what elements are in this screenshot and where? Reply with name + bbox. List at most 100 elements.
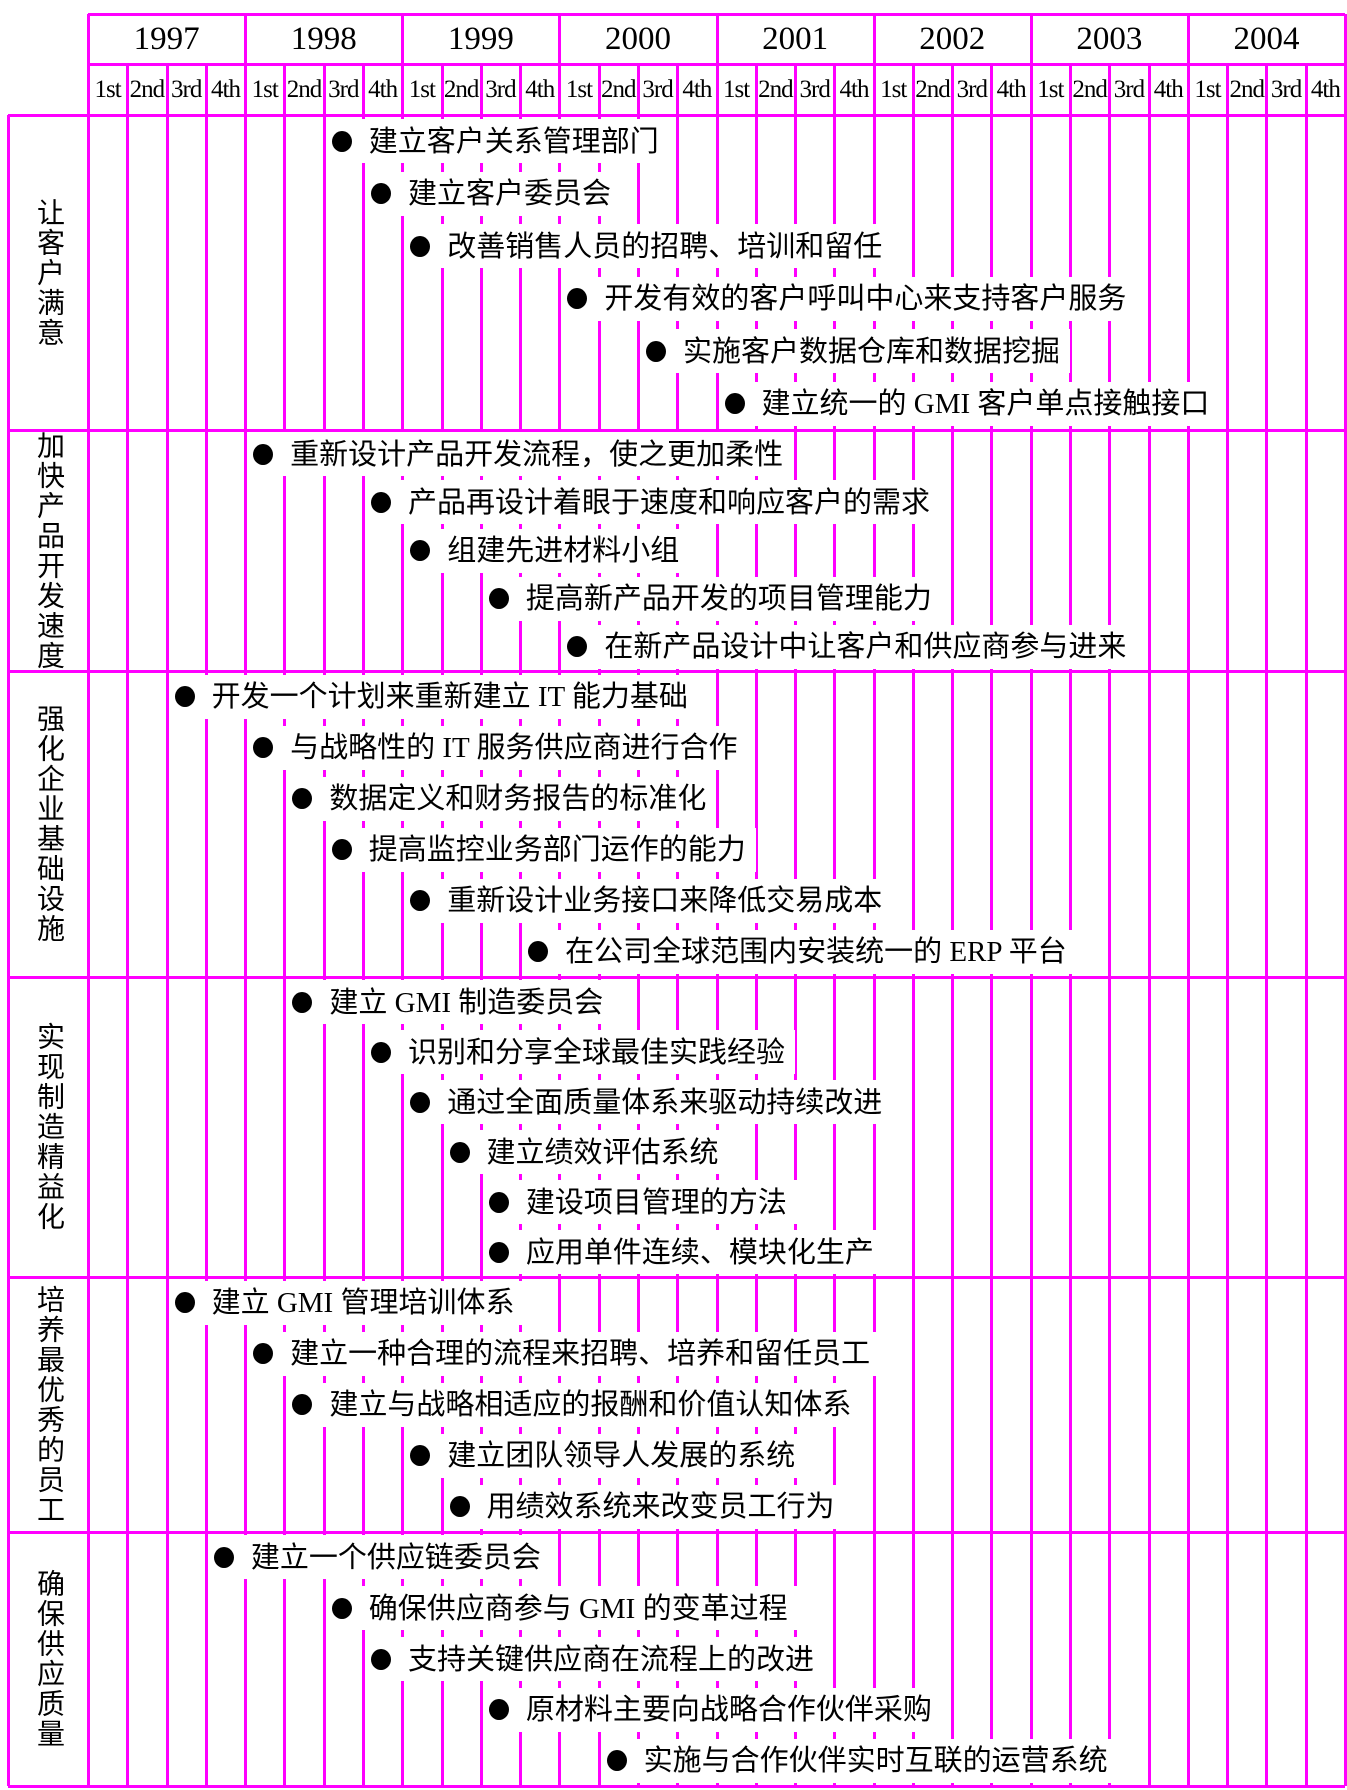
year-column-line (87, 14, 90, 64)
quarter-header-cell: 3rd (1113, 75, 1145, 103)
year-header-cell: 2003 (1076, 20, 1143, 57)
grid-line-vertical (1304, 115, 1308, 1786)
quarter-column-line (794, 64, 798, 115)
grid-line-vertical (401, 115, 405, 1786)
task-bullet-icon (292, 991, 313, 1013)
year-quarter-border (88, 63, 1345, 66)
task-bullet-icon (410, 890, 431, 911)
quarter-column-line (126, 64, 130, 115)
section-border (8, 429, 1345, 432)
category-label: 培养最优秀的员工 (33, 1284, 64, 1525)
task-bullet-icon (370, 1041, 391, 1063)
grid-line-vertical (322, 115, 326, 1786)
quarter-header-cell: 2nd (915, 75, 951, 103)
quarter-column-line (558, 64, 562, 115)
task-label: 建立 GMI 管理培训体系 (211, 1287, 515, 1319)
grid-line-vertical (479, 115, 483, 1786)
quarter-column-line (519, 64, 523, 115)
task-label: 数据定义和财务报告的标准化 (329, 783, 707, 815)
quarter-column-line (361, 64, 365, 115)
quarter-column-line (87, 64, 90, 115)
task-bullet-icon (174, 1292, 195, 1313)
quarter-header-cell: 4th (1310, 75, 1341, 103)
task-row: 在新产品设计中让客户和供应商参与进来 (561, 624, 1137, 669)
quarter-column-line (204, 64, 208, 115)
task-row: 建立客户关系管理部门 (325, 119, 669, 164)
task-row: 通过全面质量体系来驱动持续改进 (404, 1080, 893, 1124)
quarter-header-cell: 4th (368, 75, 398, 103)
grid-line-vertical (1344, 115, 1347, 1786)
task-bullet-icon (724, 393, 745, 415)
task-label: 建立团队领导人发展的系统 (447, 1440, 796, 1472)
quarter-column-line (1147, 64, 1151, 115)
year-header-cell: 2004 (1233, 20, 1300, 57)
task-row: 与战略性的 IT 服务供应商进行合作 (247, 725, 748, 770)
grid-line-vertical (87, 115, 90, 1786)
year-header-cell: 1997 (133, 20, 200, 57)
task-label: 建立 GMI 制造委员会 (329, 986, 604, 1019)
grid-line-vertical (361, 115, 365, 1786)
section-border (8, 1531, 1345, 1534)
task-label: 原材料主要向战略合作伙伴采购 (525, 1694, 932, 1727)
year-column-line (1029, 14, 1033, 64)
quarter-column-line (322, 64, 326, 115)
task-row: 实施客户数据仓库和数据挖掘 (639, 329, 1070, 374)
category-label: 实现制造精益化 (33, 1022, 64, 1232)
task-label: 建设项目管理的方法 (525, 1186, 787, 1219)
quarter-column-line (1265, 64, 1269, 115)
quarter-column-line (1304, 64, 1308, 115)
header-top-border (88, 13, 1345, 16)
quarter-header-cell: 2nd (601, 75, 637, 103)
task-bullet-icon (410, 540, 431, 561)
section-border (8, 1785, 1345, 1788)
grid-line-vertical (1226, 115, 1230, 1786)
task-bullet-icon (292, 788, 313, 809)
task-label: 识别和分享全球最佳实践经验 (407, 1036, 785, 1069)
task-bullet-icon (370, 491, 391, 513)
task-label: 产品再设计着眼于速度和响应客户的需求 (407, 486, 930, 519)
year-column-line (558, 14, 562, 64)
quarter-header-cell: 4th (1153, 75, 1184, 103)
quarter-header-cell: 1st (94, 75, 122, 103)
task-row: 开发有效的客户呼叫中心来支持客户服务 (561, 276, 1137, 321)
task-bullet-icon (567, 636, 588, 658)
grid-line-vertical (1186, 115, 1190, 1786)
task-label: 提高监控业务部门运作的能力 (368, 834, 746, 866)
quarter-column-line (754, 64, 758, 115)
quarter-header-cell: 4th (996, 75, 1027, 103)
quarter-header-cell: 3rd (171, 75, 202, 103)
year-column-line (244, 14, 248, 64)
task-label: 重新设计业务接口来降低交易成本 (447, 885, 883, 917)
task-row: 应用单件连续、模块化生产 (482, 1230, 884, 1274)
task-label: 实施客户数据仓库和数据挖掘 (682, 335, 1060, 368)
task-label: 改善销售人员的招聘、培训和留任 (447, 230, 883, 263)
task-row: 建立 GMI 制造委员会 (286, 980, 614, 1024)
task-label: 建立客户委员会 (407, 178, 611, 211)
quarter-header-cell: 1st (408, 75, 436, 103)
task-label: 提高新产品开发的项目管理能力 (525, 583, 932, 616)
task-row: 提高新产品开发的项目管理能力 (482, 576, 942, 621)
task-bullet-icon (645, 340, 666, 362)
task-bullet-icon (606, 1750, 627, 1772)
task-bullet-icon (449, 1141, 470, 1163)
quarter-column-line (1226, 64, 1230, 115)
quarter-column-line (990, 64, 994, 115)
year-header-cell: 2001 (762, 20, 829, 57)
task-row: 支持关键供应商在流程上的改进 (364, 1637, 824, 1681)
quarter-header-cell: 4th (682, 75, 712, 103)
category-label: 确保供应质量 (33, 1569, 64, 1749)
task-bullet-icon (253, 737, 274, 758)
task-bullet-icon (449, 1496, 470, 1517)
task-row: 改善销售人员的招聘、培训和留任 (404, 224, 893, 269)
quarter-header-cell: 2nd (443, 75, 480, 103)
quarter-column-line (636, 64, 640, 115)
task-bullet-icon (488, 1241, 509, 1263)
task-label: 建立客户关系管理部门 (368, 125, 659, 158)
task-label: 建立一种合理的流程来招聘、培养和留任员工 (290, 1338, 871, 1370)
quarter-header-cell: 2nd (286, 75, 323, 103)
quarter-column-line (283, 64, 287, 115)
task-bullet-icon (410, 235, 431, 257)
task-bullet-icon (567, 288, 588, 310)
task-label: 建立统一的 GMI 客户单点接触接口 (761, 388, 1210, 421)
